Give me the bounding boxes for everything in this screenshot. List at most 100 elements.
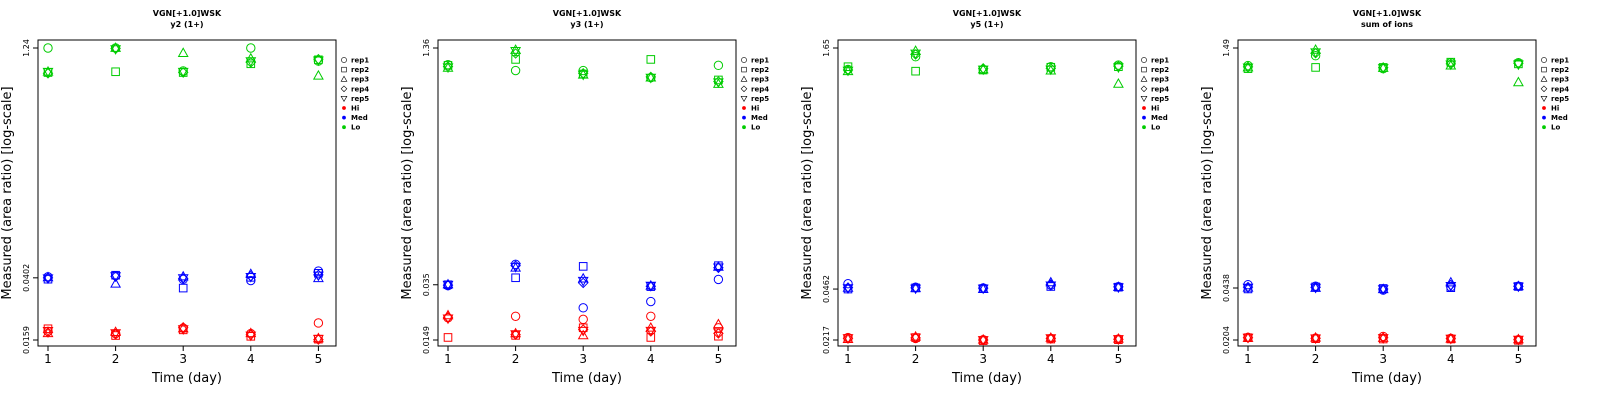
data-point-hi-rep5 bbox=[645, 326, 657, 337]
legend-label: Lo bbox=[1151, 124, 1160, 132]
y-tick-label: 0.0402 bbox=[22, 264, 31, 292]
chart-title: VGN[+1.0]WSK bbox=[1353, 9, 1422, 18]
legend-symbol-rep4 bbox=[340, 85, 348, 93]
data-point-hi-rep5 bbox=[1512, 335, 1524, 346]
data-point-lo-rep4 bbox=[977, 63, 989, 74]
data-point-hi-rep1 bbox=[510, 311, 521, 321]
legend-label: Hi bbox=[351, 105, 359, 113]
data-point-med-rep1 bbox=[646, 296, 656, 307]
data-point-med-rep4 bbox=[510, 260, 521, 271]
data-point-lo-rep5 bbox=[712, 78, 724, 89]
data-point-hi-rep5 bbox=[1112, 335, 1124, 345]
y-tick-label: 1.49 bbox=[1222, 39, 1231, 57]
data-point-hi-rep4 bbox=[442, 311, 454, 323]
data-point-lo-rep5 bbox=[245, 57, 257, 67]
data-point-med-rep3 bbox=[645, 279, 657, 290]
data-point-hi-rep5 bbox=[712, 328, 724, 339]
x-tick-label: 5 bbox=[315, 352, 323, 366]
x-tick-label: 3 bbox=[1379, 352, 1387, 366]
legend-label: rep2 bbox=[1551, 66, 1569, 74]
y-tick-label: 0.0438 bbox=[1222, 274, 1231, 302]
data-point-med-rep2 bbox=[178, 283, 188, 293]
data-point-hi-rep5 bbox=[977, 336, 989, 346]
data-point-med-rep5 bbox=[442, 280, 454, 291]
legend-label: rep1 bbox=[1151, 57, 1169, 65]
legend-symbol-rep4 bbox=[1540, 85, 1548, 93]
data-point-lo-rep2 bbox=[111, 67, 120, 77]
x-tick-label: 1 bbox=[844, 352, 852, 366]
legend-label: Hi bbox=[1551, 105, 1559, 113]
data-point-lo-rep5 bbox=[1310, 48, 1322, 59]
x-axis-label: Time (day) bbox=[551, 371, 622, 386]
legend-dot-lo bbox=[1542, 125, 1546, 130]
data-point-med-rep2 bbox=[511, 273, 520, 283]
y-tick-label: 0.0204 bbox=[1222, 326, 1231, 354]
data-point-lo-rep5 bbox=[1045, 65, 1057, 76]
data-point-lo-rep5 bbox=[645, 73, 657, 84]
data-point-med-rep5 bbox=[712, 263, 724, 274]
data-point-lo-rep5 bbox=[1377, 64, 1389, 74]
data-point-lo-rep4 bbox=[1113, 60, 1124, 72]
legend-label: rep5 bbox=[1151, 95, 1169, 103]
data-point-hi-rep2 bbox=[714, 331, 723, 341]
data-point-lo-rep5 bbox=[1445, 60, 1457, 71]
legend-label: Med bbox=[351, 114, 368, 122]
data-point-hi-rep1 bbox=[578, 314, 588, 325]
legend-symbol-rep1 bbox=[741, 57, 747, 63]
data-point-med-rep2 bbox=[578, 262, 588, 271]
legend-dot-med bbox=[1542, 115, 1546, 120]
legend-label: rep4 bbox=[1551, 85, 1569, 93]
data-point-hi-rep3 bbox=[1377, 332, 1389, 342]
legend-label: Hi bbox=[1151, 105, 1159, 113]
data-point-hi-rep3 bbox=[1445, 332, 1457, 343]
data-point-hi-rep3 bbox=[1242, 332, 1254, 342]
y-axis-label: Measured (area ratio) [log-scale] bbox=[800, 86, 815, 299]
data-point-hi-rep5 bbox=[312, 334, 324, 345]
x-tick-label: 2 bbox=[912, 352, 920, 366]
data-point-med-rep3 bbox=[42, 271, 54, 282]
data-point-hi-rep3 bbox=[977, 333, 989, 344]
legend-label: rep3 bbox=[1551, 76, 1569, 84]
data-point-lo-rep3 bbox=[510, 44, 522, 54]
legend-label: Med bbox=[1151, 114, 1168, 122]
data-point-med-rep5 bbox=[645, 281, 657, 292]
plot-frame bbox=[37, 39, 337, 347]
data-point-lo-rep5 bbox=[1112, 63, 1124, 74]
data-point-lo-rep5 bbox=[1242, 63, 1254, 74]
legend-symbol-rep3 bbox=[1540, 75, 1548, 82]
data-point-med-rep3 bbox=[842, 282, 854, 292]
data-point-lo-rep5 bbox=[110, 45, 122, 55]
data-point-lo-rep5 bbox=[977, 65, 989, 76]
x-tick-label: 2 bbox=[112, 352, 120, 366]
legend-label: rep3 bbox=[751, 76, 769, 84]
x-tick-label: 1 bbox=[1244, 352, 1252, 366]
legend-symbol-rep3 bbox=[740, 75, 748, 82]
data-point-lo-rep3 bbox=[312, 69, 324, 80]
legend-label: rep5 bbox=[1551, 95, 1569, 103]
data-point-med-rep5 bbox=[110, 272, 122, 283]
legend-label: Lo bbox=[351, 124, 360, 132]
legend-symbol-rep1 bbox=[1541, 57, 1547, 63]
data-point-hi-rep5 bbox=[842, 334, 854, 344]
x-axis-label: Time (day) bbox=[951, 371, 1022, 386]
chart-subtitle: y2 (1+) bbox=[170, 20, 203, 29]
data-point-lo-rep5 bbox=[510, 47, 522, 57]
data-point-med-rep5 bbox=[245, 272, 257, 283]
legend-label: Lo bbox=[1551, 124, 1560, 132]
legend-dot-hi bbox=[1542, 106, 1546, 110]
data-point-hi-rep3 bbox=[1045, 332, 1057, 342]
data-point-lo-rep5 bbox=[312, 56, 324, 67]
chart-title: VGN[+1.0]WSK bbox=[553, 9, 622, 18]
data-point-lo-rep5 bbox=[577, 70, 589, 81]
legend-symbol-rep2 bbox=[341, 66, 347, 73]
data-point-med-rep1 bbox=[578, 303, 588, 313]
data-point-med-rep5 bbox=[910, 284, 922, 295]
x-tick-label: 4 bbox=[1047, 352, 1055, 366]
x-tick-label: 1 bbox=[444, 352, 452, 366]
data-point-hi-rep3 bbox=[712, 318, 724, 329]
data-point-hi-rep5 bbox=[1445, 334, 1457, 345]
legend-dot-hi bbox=[742, 106, 746, 110]
